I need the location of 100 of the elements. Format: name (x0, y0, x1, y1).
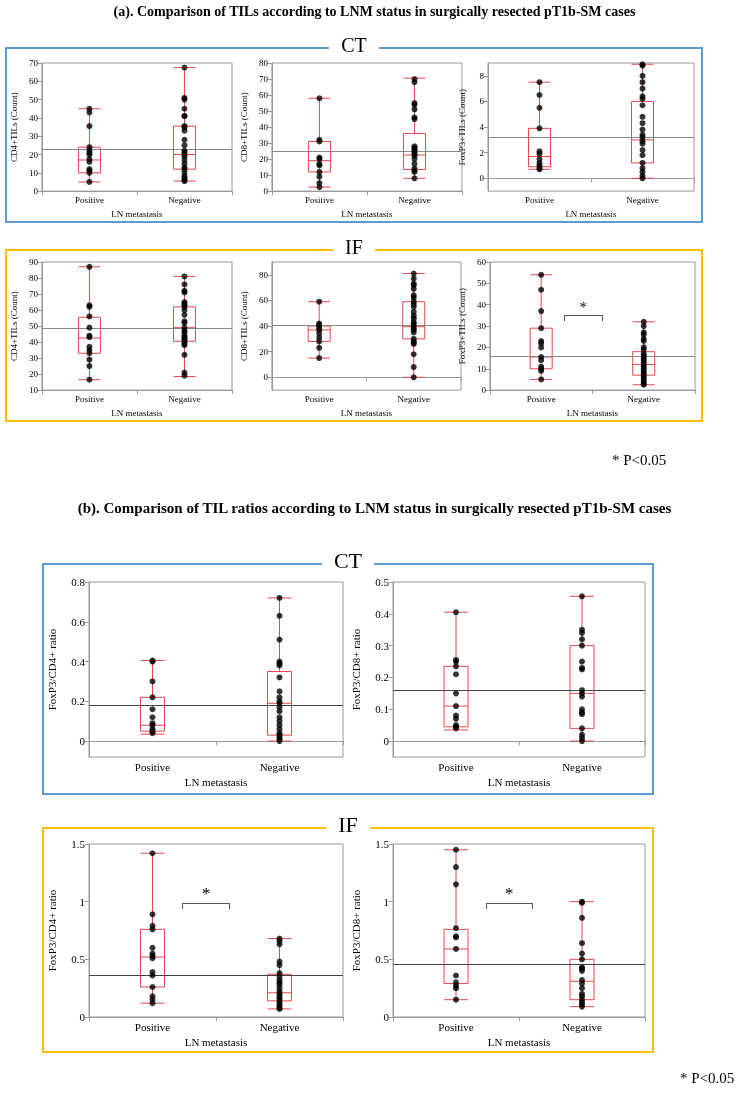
y-tick-label: 0 (79, 1011, 86, 1023)
y-tick-label: 1 (383, 895, 389, 908)
x-axis-title: LN metastasis (566, 407, 619, 418)
y-tick-label: 4 (479, 122, 485, 133)
y-tick-label: 0.3 (375, 639, 390, 652)
x-tick-label: Positive (526, 393, 556, 404)
y-tick-label: 20 (258, 154, 269, 165)
annotation: * (200, 883, 212, 905)
y-tick-label: 0.5 (375, 953, 390, 966)
y-tick-label: 0 (263, 372, 269, 383)
x-tick-label: Positive (304, 194, 334, 205)
x-tick-label: Positive (304, 393, 334, 404)
y-tick-label: 10 (258, 170, 269, 181)
x-axis-title: LN metastasis (111, 407, 164, 418)
y-tick-label: 1.5 (71, 838, 86, 850)
y-tick-label: 0 (383, 735, 390, 748)
chart-subtitle: IF (326, 811, 370, 837)
x-tick-label: Positive (134, 760, 171, 773)
x-axis-title: LN metastasis (565, 208, 618, 219)
y-tick-label: 10 (28, 167, 39, 178)
y-tick-label: 0.1 (375, 703, 389, 716)
y-tick-label: 0 (263, 186, 269, 197)
y-axis-title: FoxP3/CD8+ ratio (349, 628, 362, 711)
y-axis-title: CD4+TILs (Count) (8, 92, 19, 162)
y-tick-label: 0.2 (375, 671, 389, 684)
y-tick-label: 60 (258, 90, 269, 101)
x-tick-label: Negative (168, 194, 201, 205)
x-axis-title: LN metastasis (487, 776, 551, 789)
y-tick-label: 40 (28, 112, 39, 123)
x-tick-label: Negative (562, 1020, 602, 1033)
x-axis-title: LN metastasis (487, 1036, 551, 1049)
y-tick-label: 70 (28, 58, 39, 68)
y-tick-label: 60 (28, 76, 39, 87)
x-tick-label: Negative (626, 194, 659, 205)
chart-subtitle: CT (321, 547, 375, 573)
y-tick-label: 70 (258, 74, 269, 85)
x-tick-label: Negative (259, 760, 300, 773)
y-tick-label: 2 (479, 147, 484, 158)
y-tick-label: 40 (476, 299, 487, 310)
y-axis-title: FoxP3+TILs (Count) (456, 88, 467, 166)
annotation: * (578, 298, 588, 316)
y-tick-label: 60 (28, 305, 39, 316)
y-tick-label: 0.4 (375, 607, 390, 620)
x-tick-label: Negative (397, 393, 430, 404)
annotation: * (503, 883, 515, 905)
y-axis-title: CD8+TILs (Count) (238, 92, 249, 162)
y-tick-label: 80 (258, 269, 269, 280)
y-tick-label: 8 (479, 70, 485, 81)
text: * P<0.05 (612, 452, 667, 469)
y-tick-label: 50 (28, 94, 39, 105)
y-axis-title: FoxP3/CD4+ ratio (45, 889, 58, 972)
y-tick-label: 0.6 (71, 615, 86, 628)
x-tick-label: Positive (74, 194, 104, 205)
y-tick-label: 20 (28, 149, 39, 160)
x-tick-label: Negative (398, 194, 431, 205)
y-tick-label: 0 (383, 1011, 390, 1023)
x-axis-title: LN metastasis (184, 776, 248, 789)
y-tick-label: 0.4 (71, 655, 86, 668)
x-tick-label: Positive (74, 393, 104, 404)
x-axis-title: LN metastasis (341, 208, 394, 219)
x-tick-label: Negative (168, 393, 201, 404)
y-tick-label: 0.2 (71, 695, 85, 708)
y-tick-label: 80 (28, 273, 39, 284)
text: (a). Comparison of TILs according to LNM status in surgically resected pT1b-SM cases (112, 4, 637, 20)
y-tick-label: 20 (258, 346, 269, 357)
x-axis-title: LN metastasis (111, 208, 164, 219)
y-tick-label: 90 (28, 257, 39, 267)
text: * P<0.05 (680, 1070, 735, 1087)
x-tick-label: Positive (524, 194, 555, 205)
x-axis-title: LN metastasis (184, 1036, 248, 1049)
y-tick-label: 20 (28, 369, 39, 380)
y-axis-title: CD4+TILs (Count) (8, 291, 19, 361)
x-tick-label: Positive (438, 760, 474, 773)
x-tick-label: Negative (627, 393, 660, 404)
y-tick-label: 30 (258, 138, 269, 149)
x-tick-label: Negative (562, 760, 602, 773)
y-tick-label: 70 (28, 289, 39, 300)
x-tick-label: Positive (438, 1020, 474, 1033)
y-tick-label: 0.5 (375, 576, 390, 588)
y-axis-title: FoxP3+TILs (Count) (456, 287, 467, 365)
chart-subtitle: IF (333, 236, 375, 258)
y-axis-title: FoxP3/CD8+ ratio (349, 889, 362, 972)
y-tick-label: 0.5 (71, 953, 86, 966)
y-tick-label: 30 (28, 131, 39, 142)
y-tick-label: 1 (79, 895, 85, 908)
text: (b). Comparison of TIL ratios according to LNM status in surgically resected pT1b-SM cases (76, 500, 673, 517)
chart-subtitle: CT (329, 34, 379, 56)
y-tick-label: 60 (258, 295, 269, 306)
y-axis-title: CD8+TILs (Count) (238, 291, 249, 361)
y-tick-label: 60 (476, 257, 487, 267)
y-tick-label: 40 (28, 337, 39, 348)
x-axis-title: LN metastasis (340, 407, 393, 418)
y-tick-label: 0.8 (71, 576, 86, 588)
y-tick-label: 6 (479, 96, 485, 107)
y-tick-label: 50 (28, 321, 39, 332)
y-tick-label: 40 (258, 321, 269, 332)
x-tick-label: Negative (259, 1020, 300, 1033)
y-tick-label: 10 (476, 363, 487, 374)
y-tick-label: 40 (258, 122, 269, 133)
y-tick-label: 1.5 (375, 838, 390, 850)
